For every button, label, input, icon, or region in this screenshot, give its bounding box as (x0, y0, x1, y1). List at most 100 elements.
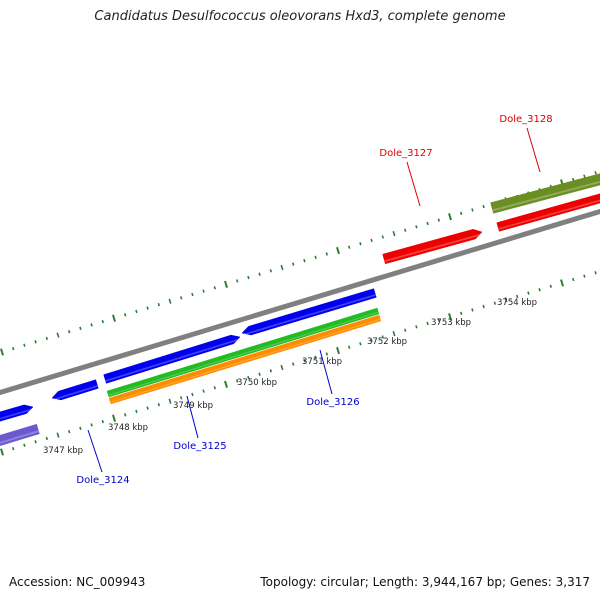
inner-tick (135, 409, 138, 414)
outer-tick (23, 343, 26, 347)
inner-tick (493, 301, 496, 305)
inner-tick (549, 284, 552, 288)
outer-tick (236, 279, 239, 283)
outer-tick (359, 242, 362, 246)
inner-tick (12, 446, 15, 451)
inner-tick (560, 279, 564, 287)
inner-tick (370, 338, 373, 343)
outer-tick (68, 330, 71, 334)
gene-label-leader (406, 161, 421, 207)
inner-tick (236, 379, 239, 383)
gene-bar-dole-3128-olive-shade (492, 180, 600, 212)
inner-tick (79, 426, 82, 430)
inner-tick (426, 321, 429, 326)
scale-label: 3750 kbp (237, 378, 277, 388)
inner-tick (292, 362, 295, 366)
outer-tick (415, 225, 418, 229)
inner-tick (34, 440, 37, 444)
genome-title: Candidatus Desulfococcus oleovorans Hxd3… (94, 9, 506, 24)
outer-tick (280, 264, 284, 271)
inner-tick (224, 380, 228, 388)
inner-tick (594, 271, 597, 275)
gene-label: Dole_3125 (173, 441, 226, 452)
outer-tick (157, 302, 160, 307)
gene-bar-orange (108, 314, 382, 405)
inner-tick (437, 318, 440, 322)
gene-arrow-dole-3123 (0, 404, 34, 422)
outer-tick (34, 340, 37, 344)
gene-bar-dole-3128-shade (498, 199, 600, 230)
gene-labels: Dole_3124 Dole_3125 Dole_3126 Dole_3127 Dole… (76, 114, 552, 486)
outer-tick (314, 255, 317, 259)
outer-tick (191, 292, 194, 297)
inner-tick (392, 330, 396, 337)
genome-summary: Topology: circular; Length: 3,944,167 bp… (260, 575, 590, 589)
inner-tick (359, 342, 362, 346)
outer-tick (79, 326, 82, 330)
outer-tick (392, 230, 396, 237)
outer-tick (180, 296, 183, 300)
outer-tick (336, 246, 340, 255)
inner-tick (336, 346, 340, 355)
inner-tick (504, 297, 508, 303)
inner-tick (280, 364, 284, 371)
inner-tick-track (0, 271, 597, 456)
gene-arrow-dole-3125b (241, 288, 377, 336)
inner-tick (572, 277, 575, 282)
outer-tick (292, 262, 295, 266)
gene-arrow-dole-3125b-shade (242, 294, 376, 336)
outer-tick (426, 221, 429, 226)
genome-backbone (0, 208, 600, 396)
outer-tick (437, 218, 440, 222)
outer-tick (112, 314, 116, 322)
outer-tick (381, 235, 384, 239)
inner-tick (112, 414, 116, 422)
outer-tick (303, 259, 306, 263)
outer-tick (594, 171, 597, 175)
outer-tick (247, 275, 250, 280)
inner-tick (314, 355, 317, 359)
gene-bar-green-shade (108, 311, 379, 396)
gene-label: Dole_3128 (499, 114, 552, 125)
outer-tick (370, 238, 373, 243)
inner-tick (258, 372, 261, 376)
gene-arrow-dole-3123-shade (0, 408, 34, 420)
gene-label: Dole_3126 (306, 397, 359, 408)
inner-tick (247, 375, 250, 380)
gene-bar-orange-shade (110, 318, 381, 403)
inner-tick (415, 325, 418, 329)
scale-label: 3747 kbp (43, 446, 83, 456)
scale-label: 3754 kbp (497, 298, 537, 308)
outer-tick (12, 346, 15, 351)
outer-tick (90, 323, 93, 327)
gene-bar-dole-3128 (496, 193, 600, 232)
inner-tick (56, 432, 60, 438)
scale-label: 3753 kbp (431, 318, 471, 328)
inner-tick (471, 308, 474, 312)
outer-tick (404, 228, 407, 232)
scale-label: 3748 kbp (108, 423, 148, 433)
inner-tick (202, 389, 205, 393)
accession-label: Accession: NC_009943 (9, 575, 146, 589)
outer-tick (0, 348, 4, 356)
inner-tick (269, 369, 272, 373)
inner-tick (448, 313, 452, 321)
inner-tick (157, 402, 160, 407)
outer-tick-track (0, 171, 597, 356)
gene-bar-green (106, 307, 380, 398)
gene-label: Dole_3127 (379, 148, 432, 159)
inner-tick (460, 311, 463, 315)
gene-label: Dole_3124 (76, 475, 129, 486)
outer-tick (45, 336, 48, 341)
gene-arrow-dole-3127 (382, 229, 483, 265)
inner-tick (404, 328, 407, 332)
gene-label-leader (526, 127, 541, 173)
gene-label-leader (319, 349, 333, 395)
gene-arrow-dole-3124-shade (52, 385, 98, 401)
inner-tick (168, 398, 172, 404)
gene-label-leader (186, 395, 199, 439)
outer-tick (224, 280, 228, 288)
outer-tick (213, 286, 216, 290)
